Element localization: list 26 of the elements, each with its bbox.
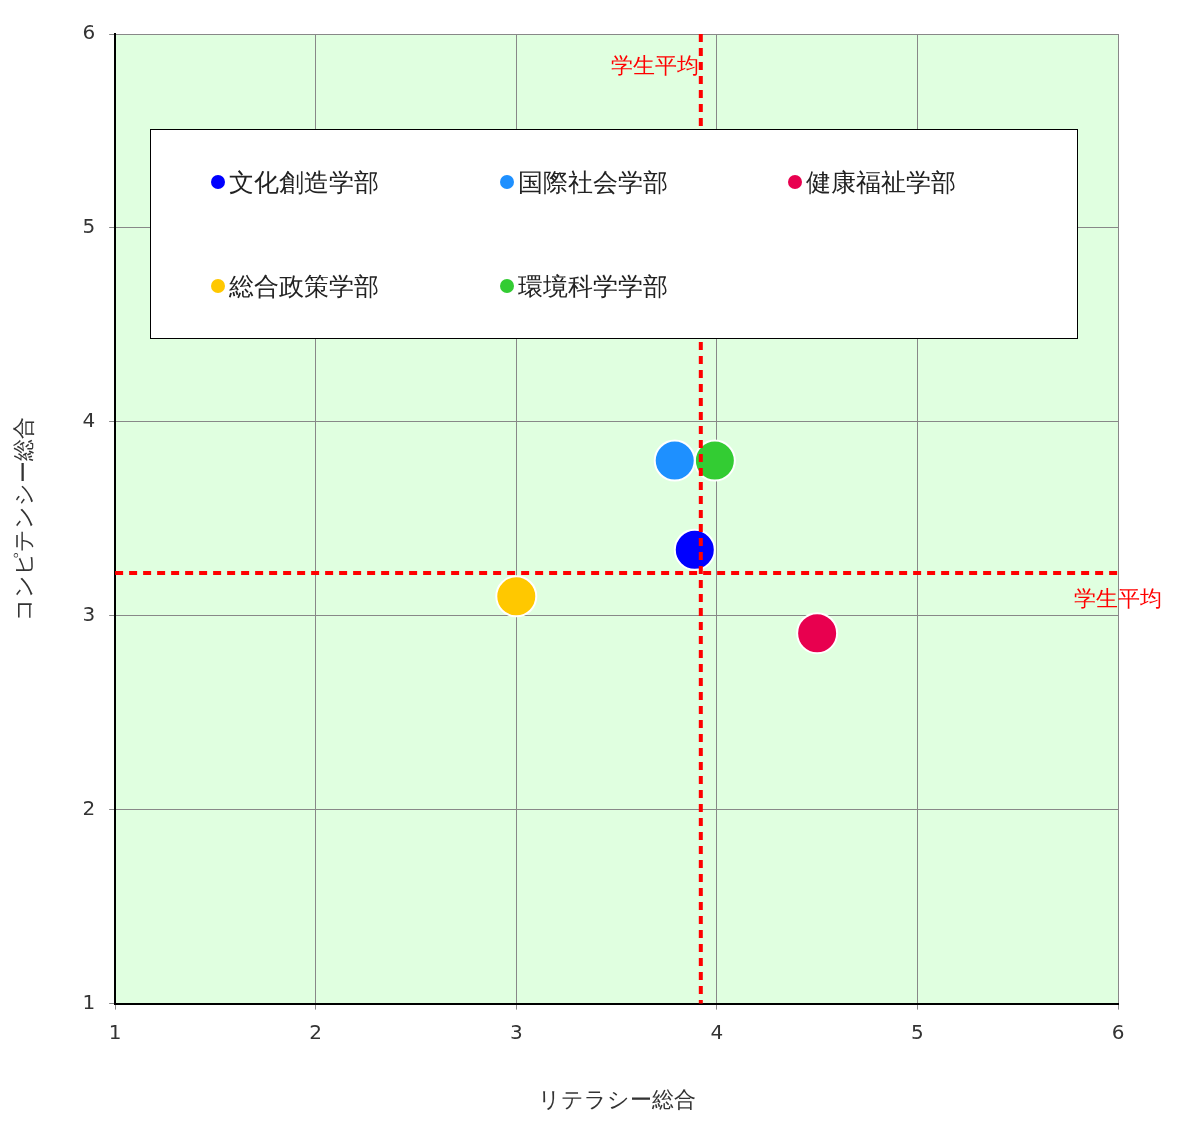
y-tick-label: 1 [82,989,96,1014]
point [693,439,736,482]
point [495,575,538,618]
x-tick-label: 1 [108,1019,122,1044]
y-axis-title: コンピテンシー総合 [10,416,36,621]
legend-label: 環境科学学部 [517,270,668,303]
point [653,439,696,482]
x-tick-label: 3 [509,1019,523,1044]
legend-label: 健康福祉学部 [806,166,957,199]
y-tick-label: 6 [82,20,96,45]
x-axis-title: リテラシー総合 [537,1086,696,1112]
y-tick-label: 4 [82,408,96,433]
point [673,528,716,571]
y-tick-label: 2 [82,795,96,820]
y-tick-label: 5 [82,214,96,239]
legend-label: 国際社会学部 [517,166,668,199]
point [796,612,839,655]
ref-line-label: 学生平均 [1074,585,1162,611]
x-tick-label: 5 [911,1019,924,1044]
ref-line-label: 学生平均 [610,52,699,78]
legend-label: 文化創造学部 [229,166,380,199]
y-tick-label: 3 [82,601,96,626]
legend-label: 総合政策学部 [229,270,380,303]
x-tick-label: 6 [1111,1019,1125,1044]
x-tick-label: 4 [710,1019,724,1044]
x-tick-label: 2 [309,1019,323,1044]
